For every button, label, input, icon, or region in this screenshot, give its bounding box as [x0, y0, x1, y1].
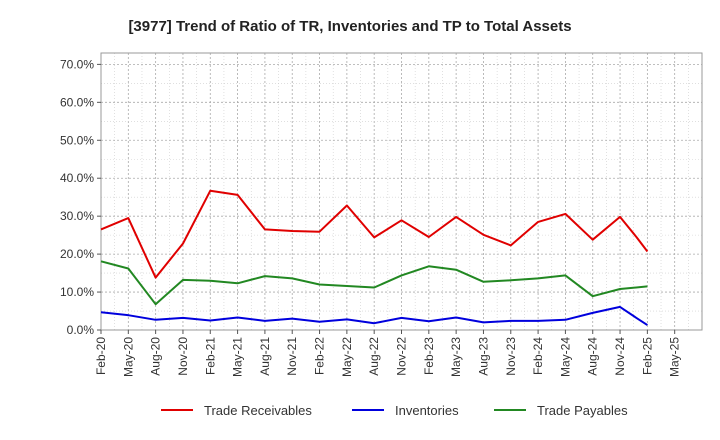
y-axis-ticks: 0.0% 10.0% 20.0% 30.0% 40.0% 50.0% 60.0% 70.0%: [60, 57, 101, 337]
series-line-1: [100, 305, 648, 326]
y-tick-label: 30.0%: [60, 209, 94, 223]
legend-label: Inventories: [395, 403, 459, 418]
x-tick-label: Feb-24: [531, 337, 545, 375]
x-tick-label: Nov-23: [504, 337, 518, 376]
x-tick-label: Aug-20: [149, 337, 163, 376]
x-axis-ticks: Feb-20 May-20 Aug-20 Nov-20 Feb-21 May-21 Aug-…: [94, 330, 682, 377]
y-tick-label: 0.0%: [67, 323, 95, 337]
x-tick-label: Feb-20: [94, 337, 108, 375]
x-tick-label: Feb-22: [313, 337, 327, 375]
x-tick-label: May-21: [231, 337, 245, 377]
x-tick-label: May-23: [449, 337, 463, 377]
grid: [100, 53, 702, 331]
x-tick-label: Nov-22: [395, 337, 409, 376]
series-line-0: [100, 189, 649, 279]
y-tick-label: 20.0%: [60, 247, 94, 261]
legend: Trade Receivables Inventories Trade Payabl…: [161, 403, 628, 418]
x-tick-label: Aug-24: [586, 337, 600, 376]
x-tick-label: May-20: [121, 337, 135, 377]
chart-title: [3977] Trend of Ratio of TR, Inventories…: [128, 18, 571, 35]
x-tick-label: Aug-23: [476, 337, 490, 376]
legend-label: Trade Receivables: [204, 403, 312, 418]
y-tick-label: 10.0%: [60, 285, 94, 299]
x-tick-label: Nov-21: [285, 337, 299, 376]
x-tick-label: Aug-22: [367, 337, 381, 376]
x-tick-label: May-24: [558, 337, 572, 377]
y-tick-label: 40.0%: [60, 171, 94, 185]
series-line-2: [100, 260, 648, 306]
y-tick-label: 60.0%: [60, 95, 94, 109]
x-tick-label: May-22: [340, 337, 354, 377]
x-tick-label: Nov-24: [613, 337, 627, 376]
legend-label: Trade Payables: [537, 403, 628, 418]
y-tick-label: 70.0%: [60, 57, 94, 71]
x-tick-label: May-25: [668, 337, 682, 377]
x-tick-label: Feb-23: [422, 337, 436, 375]
x-tick-label: Nov-20: [176, 337, 190, 376]
y-tick-label: 50.0%: [60, 133, 94, 147]
x-tick-label: Feb-21: [203, 337, 217, 375]
series-lines: [100, 189, 649, 326]
x-tick-label: Feb-25: [640, 337, 654, 375]
x-tick-label: Aug-21: [258, 337, 272, 376]
